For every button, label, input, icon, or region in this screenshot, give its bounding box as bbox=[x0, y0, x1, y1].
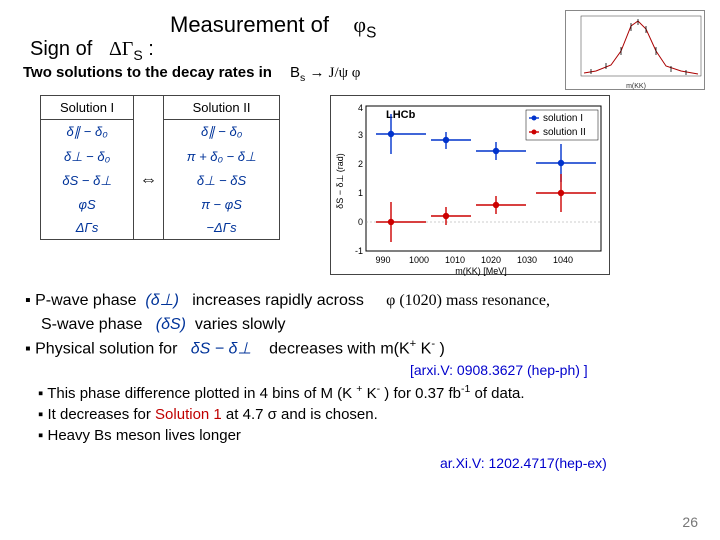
bullets-block-1: ▪ P-wave phase (δ⊥) increases rapidly ac… bbox=[25, 290, 705, 362]
mass-peak-plot: m(KK) bbox=[565, 10, 705, 90]
svg-text:990: 990 bbox=[375, 255, 390, 265]
arxiv-ref-1: [arxi.V: 0908.3627 (hep-ph) ] bbox=[410, 362, 588, 378]
table-header-2: Solution II bbox=[164, 96, 279, 120]
svg-text:-1: -1 bbox=[355, 246, 363, 256]
jpsi-phi: J/ψ φ bbox=[329, 65, 361, 81]
decay-channel: Bs → J/ψ φ bbox=[290, 64, 360, 84]
dgs-sub: S bbox=[133, 47, 142, 63]
lhcb-phase-plot: -1 0 1 2 3 4 990 1000 1010 1020 1030 1040 m(KK) … bbox=[330, 95, 610, 275]
svg-text:4: 4 bbox=[358, 103, 363, 113]
solutions-table: Solution I Solution II δ∥ − δ₀⇔δ∥ − δ₀ δ… bbox=[40, 95, 280, 240]
xaxis-label-mini: m(KK) bbox=[626, 83, 646, 90]
arrow-symbol: → bbox=[309, 65, 324, 81]
page-number: 26 bbox=[682, 514, 698, 530]
table-header-1: Solution I bbox=[41, 96, 134, 120]
svg-text:1040: 1040 bbox=[553, 255, 573, 265]
svg-text:2: 2 bbox=[358, 159, 363, 169]
svg-text:1020: 1020 bbox=[481, 255, 501, 265]
two-solutions-text: Two solutions to the decay rates in bbox=[23, 64, 272, 81]
bullets-block-2: ▪ This phase difference plotted in 4 bin… bbox=[38, 382, 698, 446]
lhcb-svg: -1 0 1 2 3 4 990 1000 1010 1020 1030 1040 m(KK) … bbox=[331, 96, 611, 276]
svg-text:3: 3 bbox=[358, 130, 363, 140]
svg-text:solution II: solution II bbox=[543, 127, 586, 138]
bs-sub: s bbox=[300, 72, 305, 84]
svg-text:δS − δ⊥ (rad): δS − δ⊥ (rad) bbox=[335, 153, 345, 209]
subtitle-suffix: : bbox=[143, 38, 154, 60]
svg-text:1000: 1000 bbox=[409, 255, 429, 265]
dgs-symbol: ΔΓ bbox=[109, 38, 133, 60]
subtitle-prefix: Sign of bbox=[30, 38, 92, 60]
svg-text:1010: 1010 bbox=[445, 255, 465, 265]
svg-text:1030: 1030 bbox=[517, 255, 537, 265]
svg-text:solution I: solution I bbox=[543, 113, 583, 124]
phi-symbol: φ bbox=[353, 12, 366, 37]
title-prefix: Measurement of bbox=[170, 12, 329, 37]
svg-text:0: 0 bbox=[358, 217, 363, 227]
page-title: Measurement of φS bbox=[170, 12, 376, 42]
subtitle: Sign of ΔΓS : bbox=[30, 38, 154, 63]
svg-text:m(KK) [MeV]: m(KK) [MeV] bbox=[455, 266, 507, 276]
bs-label: B bbox=[290, 64, 300, 81]
svg-text:1: 1 bbox=[358, 188, 363, 198]
arxiv-ref-2: ar.Xi.V: 1202.4717(hep-ex) bbox=[440, 455, 607, 471]
mass-peak-svg: m(KK) bbox=[566, 11, 706, 91]
phi-sub: S bbox=[366, 24, 376, 41]
